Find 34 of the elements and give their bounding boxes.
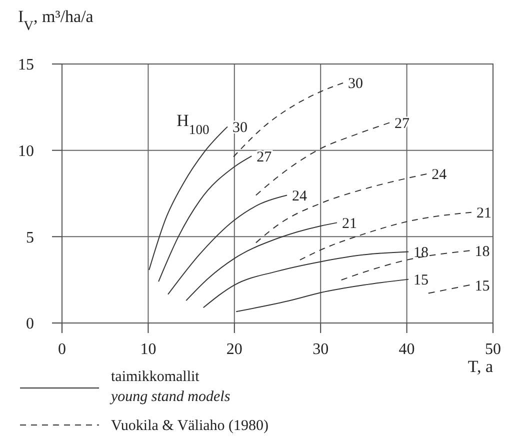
line-series (255, 173, 428, 244)
line-series (202, 251, 410, 308)
x-tick-label: 30 (312, 341, 329, 358)
series-label: 21 (476, 206, 492, 222)
line-series (186, 222, 338, 302)
y-tick-label: 0 (26, 316, 34, 333)
series-label: 18 (474, 244, 490, 260)
series-label: 15 (414, 272, 429, 289)
series-label: 21 (342, 216, 357, 232)
line-series (158, 156, 252, 282)
x-tick-label: 10 (140, 341, 156, 358)
annotation: H$_{100}$ (176, 111, 210, 137)
series-label: 18 (414, 244, 429, 261)
text: Vuokila & Väliaho (1980) (111, 418, 269, 434)
y-tick-label: 5 (26, 229, 34, 246)
x-tick-label: 40 (398, 341, 415, 358)
series-label: 24 (432, 167, 448, 184)
series-label: 27 (256, 149, 272, 166)
y-tick-label: 15 (18, 56, 34, 74)
x-axis-title: T, a (468, 357, 494, 376)
x-tick-label: 0 (58, 341, 66, 358)
x-tick-label: 50 (485, 341, 501, 358)
line-series (299, 212, 472, 260)
line-series (236, 278, 410, 312)
line-series (168, 194, 288, 295)
text: young stand models (109, 389, 230, 405)
series-label: 24 (292, 188, 308, 204)
line-series (148, 126, 228, 270)
text: taimikkomallit (111, 369, 200, 385)
series-label: 30 (348, 76, 364, 92)
y-tick-label: 10 (18, 142, 34, 160)
series-label: 15 (474, 278, 490, 294)
x-tick-label: 20 (226, 341, 242, 358)
y-axis-title: I$_{V}$, m³/ha/a (18, 7, 94, 32)
